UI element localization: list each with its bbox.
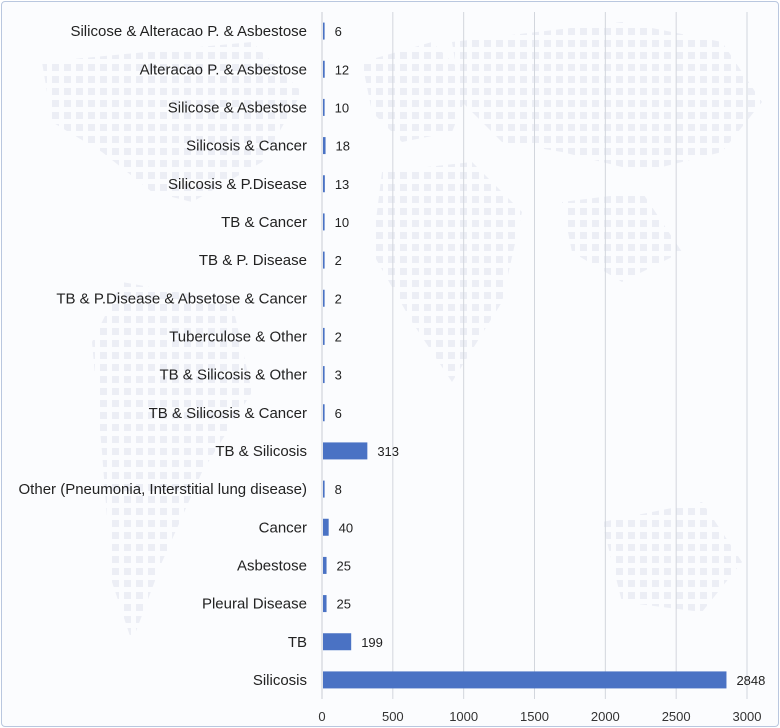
category-label: TB & Silicosis bbox=[215, 443, 307, 460]
bar-15 bbox=[323, 595, 327, 613]
bar-11 bbox=[323, 442, 368, 460]
bar-2 bbox=[323, 98, 325, 116]
data-label: 25 bbox=[337, 558, 351, 573]
data-label: 10 bbox=[335, 100, 349, 115]
category-label: Cancer bbox=[259, 519, 307, 536]
x-tick-label: 1000 bbox=[449, 709, 478, 724]
data-label: 199 bbox=[361, 635, 383, 650]
x-tick-label: 2500 bbox=[662, 709, 691, 724]
category-label: Silicose & Asbestose bbox=[168, 99, 307, 116]
bar-17 bbox=[323, 671, 727, 689]
bar-9 bbox=[323, 366, 325, 384]
category-label: TB & Cancer bbox=[221, 214, 307, 231]
bar-3 bbox=[323, 137, 326, 155]
data-label: 8 bbox=[335, 482, 342, 497]
data-label: 25 bbox=[337, 597, 351, 612]
x-tick-label: 1500 bbox=[520, 709, 549, 724]
category-label: Silicosis bbox=[253, 672, 307, 689]
data-label: 3 bbox=[335, 368, 342, 383]
bar-13 bbox=[323, 518, 329, 536]
bar-5 bbox=[323, 213, 325, 231]
category-label: TB & P.Disease & Absetose & Cancer bbox=[56, 290, 307, 307]
bar-1 bbox=[323, 60, 325, 78]
data-label: 2848 bbox=[736, 673, 765, 688]
data-label: 40 bbox=[339, 520, 353, 535]
data-label: 12 bbox=[335, 62, 349, 77]
data-label: 10 bbox=[335, 215, 349, 230]
category-label: TB & P. Disease bbox=[199, 252, 307, 269]
data-label: 13 bbox=[335, 177, 349, 192]
x-tick-label: 500 bbox=[382, 709, 404, 724]
x-tick-label: 3000 bbox=[733, 709, 762, 724]
data-label: 6 bbox=[335, 406, 342, 421]
category-label: Alteracao P. & Asbestose bbox=[140, 61, 307, 78]
bar-16 bbox=[323, 633, 352, 651]
x-tick-label: 2000 bbox=[591, 709, 620, 724]
category-label: Pleural Disease bbox=[202, 596, 307, 613]
x-tick-label: 0 bbox=[318, 709, 325, 724]
category-label: TB & Silicosis & Cancer bbox=[149, 405, 307, 422]
category-label: Silicosis & P.Disease bbox=[168, 176, 307, 193]
data-label: 313 bbox=[377, 444, 399, 459]
data-label: 2 bbox=[335, 291, 342, 306]
data-label: 6 bbox=[335, 24, 342, 39]
category-label: TB & Silicosis & Other bbox=[159, 367, 307, 384]
category-label: TB bbox=[288, 634, 307, 651]
category-label: Asbestose bbox=[237, 557, 307, 574]
category-label: Tuberculose & Other bbox=[169, 328, 307, 345]
category-label: Silicosis & Cancer bbox=[186, 138, 307, 155]
data-label: 2 bbox=[335, 253, 342, 268]
category-label: Silicose & Alteracao P. & Asbestose bbox=[70, 23, 307, 40]
bar-7 bbox=[323, 289, 325, 307]
bar-4 bbox=[323, 175, 325, 193]
category-label: Other (Pneumonia, Interstitial lung dise… bbox=[19, 481, 307, 498]
bar-12 bbox=[323, 480, 325, 498]
data-label: 2 bbox=[335, 329, 342, 344]
bar-8 bbox=[323, 327, 325, 345]
data-label: 18 bbox=[336, 139, 350, 154]
bar-14 bbox=[323, 556, 327, 574]
bar-6 bbox=[323, 251, 325, 269]
bar-0 bbox=[323, 22, 325, 40]
bar-10 bbox=[323, 404, 325, 422]
